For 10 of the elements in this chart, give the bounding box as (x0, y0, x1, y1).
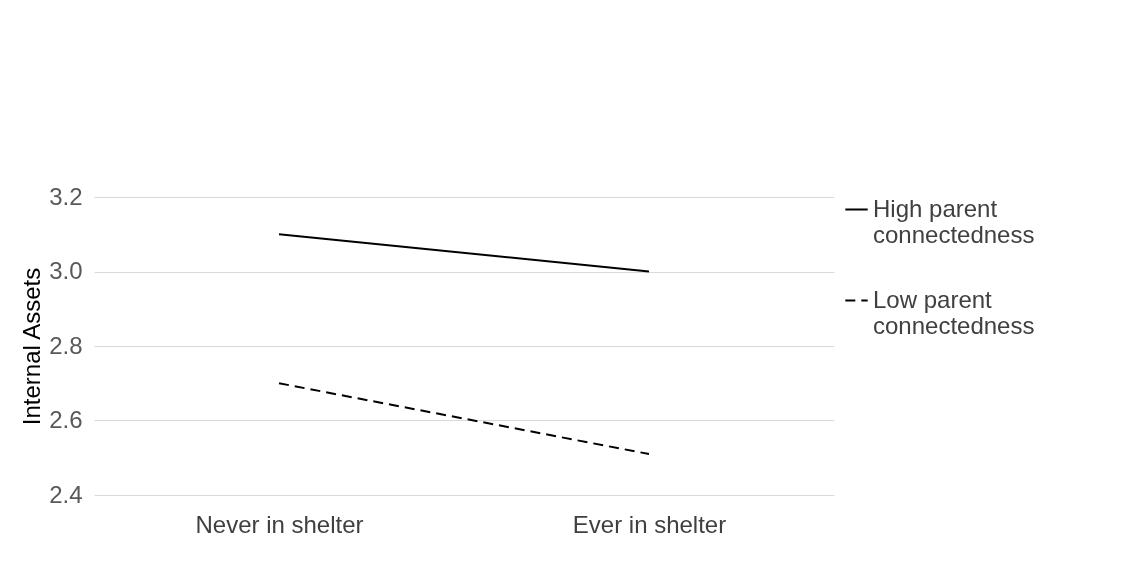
y-axis-title: Internal Assets (18, 267, 46, 426)
x-tick-label: Ever in shelter (572, 510, 727, 538)
legend-label: High parent connectedness (873, 194, 1035, 248)
legend-label: Low parent connectedness (873, 285, 1035, 339)
y-tick-label: 2.6 (49, 406, 83, 433)
y-tick-label: 2.8 (49, 331, 83, 359)
x-tick-label: Never in shelter (195, 510, 364, 538)
y-tick-label: 3.0 (49, 257, 83, 284)
y-tick-label: 2.4 (49, 480, 83, 508)
y-tick-label: 3.2 (49, 182, 83, 210)
